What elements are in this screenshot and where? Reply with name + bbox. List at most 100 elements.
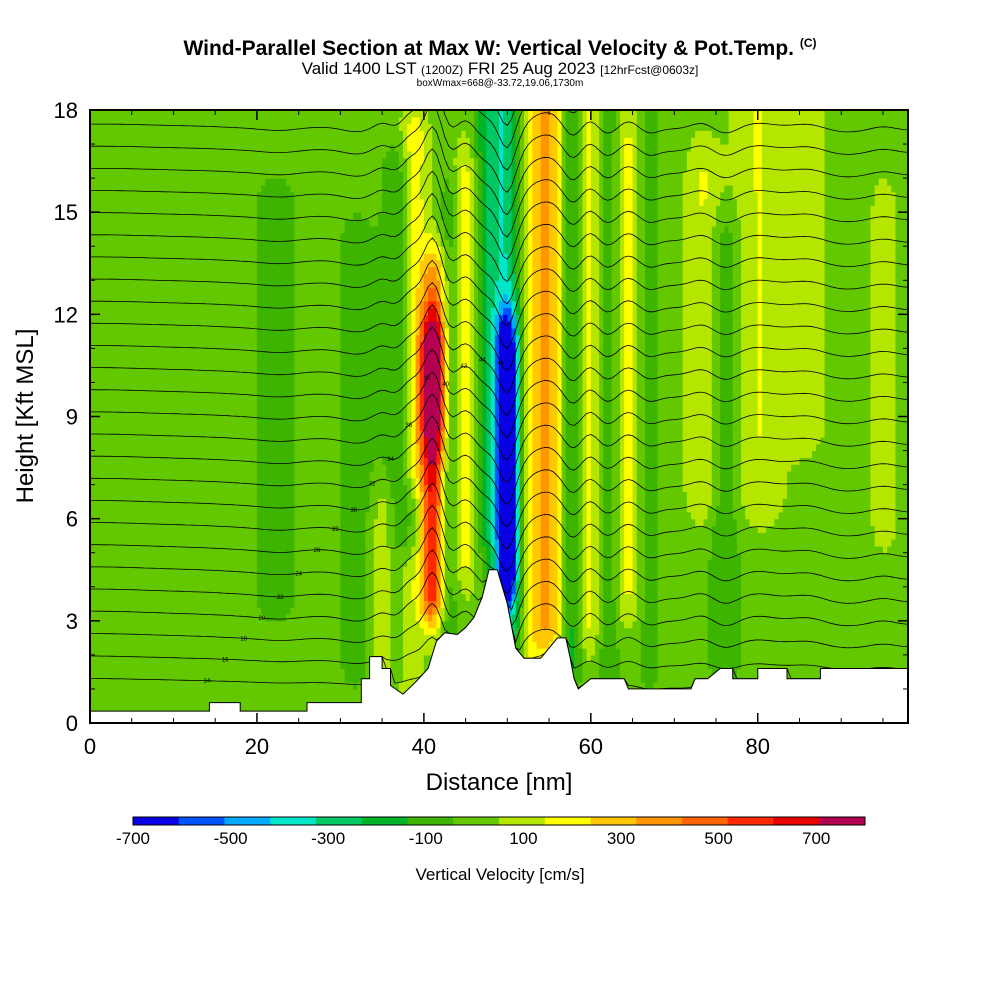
w-cell: [110, 566, 116, 574]
w-cell: [202, 423, 208, 431]
w-cell: [215, 382, 220, 390]
w-cell: [106, 559, 112, 567]
w-cell: [131, 450, 137, 458]
w-cell: [286, 518, 291, 527]
w-cell: [265, 184, 271, 193]
w-cell: [181, 253, 187, 261]
w-cell: [281, 593, 287, 601]
w-cell: [181, 205, 187, 213]
w-cell: [256, 627, 262, 636]
w-cell: [248, 484, 254, 493]
w-cell: [286, 559, 291, 567]
w-cell: [202, 321, 208, 329]
w-cell: [94, 327, 99, 336]
w-cell: [219, 559, 225, 567]
w-cell: [160, 287, 166, 295]
w-cell: [256, 464, 262, 472]
w-cell: [152, 232, 158, 241]
w-cell: [119, 314, 124, 322]
w-cell: [190, 287, 195, 295]
w-cell: [277, 532, 283, 540]
w-cell: [140, 457, 145, 465]
w-cell: [110, 130, 116, 138]
w-cell: [115, 498, 120, 506]
w-cell: [286, 239, 291, 247]
w-cell: [261, 545, 266, 554]
w-cell: [311, 675, 316, 683]
w-cell: [123, 607, 129, 615]
w-cell: [265, 321, 271, 329]
w-cell: [102, 409, 108, 418]
w-cell: [298, 573, 304, 581]
w-cell: [315, 218, 321, 227]
w-cell: [148, 648, 154, 656]
w-cell: [169, 518, 175, 527]
w-cell: [177, 648, 183, 656]
w-cell: [298, 164, 304, 172]
w-cell: [286, 198, 291, 206]
w-cell: [311, 334, 316, 343]
w-cell: [185, 307, 191, 315]
w-cell: [211, 253, 216, 261]
w-cell: [90, 144, 95, 152]
w-cell: [215, 648, 220, 656]
w-cell: [123, 668, 129, 676]
w-cell: [90, 327, 95, 336]
w-cell: [165, 191, 170, 200]
w-cell: [211, 661, 216, 670]
w-cell: [140, 184, 145, 193]
w-cell: [265, 225, 271, 234]
w-cell: [265, 205, 271, 213]
w-cell: [185, 525, 191, 533]
w-cell: [248, 464, 254, 472]
w-cell: [307, 484, 312, 493]
w-cell: [177, 443, 183, 452]
w-cell: [294, 355, 300, 363]
w-cell: [144, 375, 150, 384]
w-cell: [160, 327, 166, 336]
w-cell: [269, 287, 275, 295]
w-cell: [185, 382, 191, 390]
w-cell: [240, 668, 246, 676]
w-cell: [115, 232, 120, 241]
w-cell: [173, 505, 179, 513]
w-cell: [307, 348, 312, 356]
w-cell: [98, 600, 104, 608]
w-cell: [90, 654, 95, 663]
w-cell: [194, 607, 200, 615]
w-cell: [115, 123, 120, 132]
w-cell: [252, 450, 258, 458]
w-cell: [302, 178, 308, 186]
w-cell: [294, 593, 300, 601]
w-cell: [160, 654, 166, 663]
w-cell: [181, 498, 187, 506]
w-cell: [231, 178, 237, 186]
w-cell: [281, 498, 287, 506]
w-cell: [90, 171, 95, 179]
w-cell: [144, 144, 150, 152]
w-cell: [302, 253, 308, 261]
w-cell: [215, 457, 220, 465]
w-cell: [302, 641, 308, 649]
w-cell: [156, 382, 162, 390]
w-cell: [244, 532, 250, 540]
w-cell: [315, 573, 321, 581]
w-cell: [219, 273, 225, 281]
w-cell: [202, 375, 208, 384]
w-cell: [294, 511, 300, 520]
w-cell: [236, 620, 241, 629]
w-cell: [290, 559, 296, 567]
w-cell: [244, 212, 250, 220]
w-cell: [307, 212, 312, 220]
w-cell: [144, 702, 150, 710]
w-cell: [256, 327, 262, 336]
w-cell: [302, 314, 308, 322]
w-cell: [194, 259, 200, 268]
w-cell: [135, 579, 141, 588]
w-cell: [115, 552, 120, 561]
w-cell: [135, 498, 141, 506]
w-cell: [302, 171, 308, 179]
w-cell: [248, 287, 254, 295]
w-cell: [307, 239, 312, 247]
w-cell: [106, 579, 112, 588]
